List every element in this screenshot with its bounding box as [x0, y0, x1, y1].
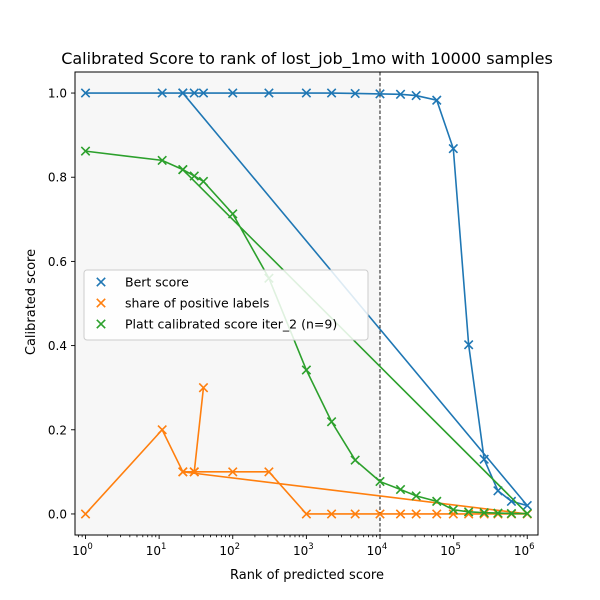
data-point [375, 476, 385, 487]
data-point [157, 88, 167, 98]
legend-marker [96, 319, 106, 329]
legend-label: Platt calibrated score iter_2 (n=9) [125, 317, 337, 332]
data-point [479, 509, 489, 519]
legend-marker [96, 277, 106, 287]
legend-marker [96, 298, 106, 308]
data-point [178, 164, 188, 175]
data-point [522, 500, 533, 511]
data-point [506, 508, 517, 519]
data-point [431, 509, 442, 519]
data-point [157, 155, 167, 166]
data-point [522, 508, 533, 519]
data-point [395, 484, 406, 495]
y-tick-label: 0.0 [48, 507, 67, 521]
data-point [227, 209, 238, 219]
data-point [463, 507, 474, 517]
data-point [375, 89, 385, 99]
data-point [448, 509, 459, 519]
data-point [189, 88, 200, 98]
x-tick-label: 106 [514, 542, 535, 558]
data-point [448, 143, 459, 154]
x-tick-label: 103 [293, 542, 314, 558]
data-point [264, 467, 274, 477]
data-point [411, 491, 421, 501]
data-point [301, 509, 312, 519]
data-point [350, 88, 360, 99]
legend-label: share of positive labels [125, 296, 269, 311]
data-point [350, 509, 360, 519]
data-point [411, 509, 421, 519]
data-point [189, 467, 200, 477]
data-point [227, 467, 238, 477]
x-tick-label: 102 [219, 542, 240, 558]
y-tick-label: 0.2 [48, 423, 67, 437]
y-axis-label: Calibrated score [24, 249, 39, 355]
data-point [479, 454, 489, 465]
data-point [301, 365, 312, 375]
series-layer [80, 88, 533, 519]
data-point [157, 425, 167, 435]
legend-box [83, 269, 369, 341]
data-point [493, 508, 503, 518]
data-point [395, 509, 406, 519]
data-point [395, 89, 406, 100]
data-point [375, 509, 385, 519]
series-line [84, 387, 528, 515]
data-point [80, 509, 91, 519]
data-point [448, 504, 459, 515]
data-point [198, 88, 209, 98]
data-point [350, 455, 360, 465]
chart-title: Calibrated Score to rank of lost_job_1mo… [61, 49, 553, 69]
data-point [479, 507, 489, 518]
y-tick-label: 1.0 [48, 87, 67, 101]
legend: Bert score share of positive labels Platt … [83, 269, 369, 341]
data-point [264, 88, 274, 98]
x-tick-label: 101 [146, 542, 167, 558]
data-point [506, 496, 517, 507]
data-point [463, 339, 474, 350]
data-point [198, 176, 209, 187]
data-point [80, 146, 91, 156]
legend-label: Bert score [125, 275, 189, 290]
data-point [326, 88, 337, 98]
x-axis-label: Rank of predicted score [230, 568, 384, 583]
y-tick-label: 0.4 [48, 339, 67, 353]
series-3 [80, 146, 533, 519]
data-point [178, 88, 188, 98]
x-tick-label: 105 [440, 542, 461, 558]
x-tick-label: 104 [367, 542, 388, 558]
data-point [411, 90, 421, 101]
data-point [198, 382, 209, 393]
data-point [80, 88, 91, 98]
data-point [189, 171, 200, 181]
data-point [301, 88, 312, 98]
data-point [227, 88, 238, 98]
y-tick-label: 0.8 [48, 171, 67, 185]
data-point [431, 95, 442, 105]
x-tick-label: 100 [72, 542, 93, 558]
axes-layer: 100 101 102 103 104 105 106 0.0 0.2 0.4 0.6 0.8 1.0 [48, 71, 539, 558]
data-point [326, 509, 337, 519]
data-point [431, 496, 442, 507]
y-tick-label: 0.6 [48, 255, 67, 269]
data-point [326, 417, 337, 427]
data-point [178, 467, 188, 477]
